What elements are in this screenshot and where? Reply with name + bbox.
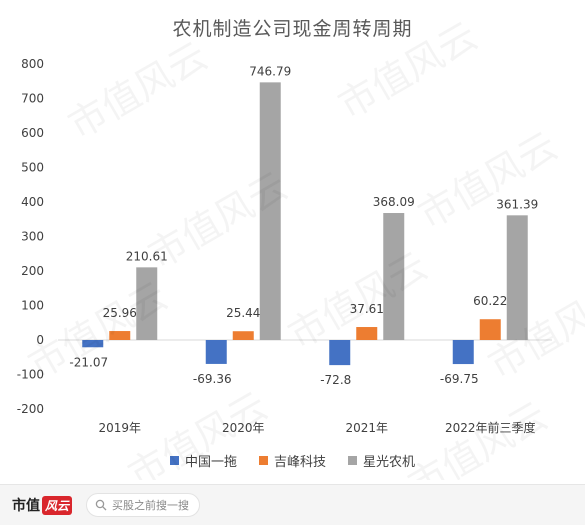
data-label: 60.22 <box>473 294 507 308</box>
y-tick-label: 800 <box>21 57 44 71</box>
bar-3-2 <box>259 82 281 340</box>
data-label: 368.09 <box>373 195 415 209</box>
legend-swatch <box>258 456 268 465</box>
legend: 中国一拖 吉峰科技 星光农机 <box>0 451 585 470</box>
bar-2-4 <box>479 319 501 340</box>
data-label: 25.44 <box>226 306 260 320</box>
bar-3-3 <box>383 213 405 340</box>
legend-label: 吉峰科技 <box>273 455 326 470</box>
y-tick-label: 200 <box>21 264 44 278</box>
legend-label: 星光农机 <box>363 455 416 470</box>
brand-mark: 风云 <box>42 495 73 515</box>
y-tick-label: 0 <box>36 333 44 347</box>
footer-bar: 市值 风云 买股之前搜一搜 <box>0 484 585 525</box>
chart-title: 农机制造公司现金周转周期 <box>172 18 413 40</box>
legend-label: 中国一拖 <box>184 455 237 470</box>
y-tick-label: 100 <box>21 299 44 313</box>
search-box[interactable]: 买股之前搜一搜 <box>86 493 201 517</box>
legend-item: 中国一拖 <box>169 451 237 470</box>
search-icon <box>95 499 107 511</box>
brand-logo[interactable]: 市值 风云 <box>12 495 73 515</box>
data-label: 210.61 <box>126 249 168 263</box>
bar-3-4 <box>506 215 528 340</box>
y-tick-label: 600 <box>21 126 44 140</box>
y-tick-label: 500 <box>21 161 44 175</box>
data-label: 37.61 <box>350 302 384 316</box>
data-label: -72.8 <box>320 373 351 387</box>
data-label: -21.07 <box>69 355 108 369</box>
y-tick-label: -100 <box>17 368 44 382</box>
y-tick-label: 400 <box>21 195 44 209</box>
data-label: -69.75 <box>440 372 479 386</box>
y-tick-label: -200 <box>17 402 44 416</box>
legend-item: 吉峰科技 <box>258 451 326 470</box>
bar-2-3 <box>356 327 378 340</box>
y-tick-label: 700 <box>21 92 44 106</box>
data-label: 361.39 <box>496 197 538 211</box>
y-tick-label: 300 <box>21 230 44 244</box>
search-placeholder: 买股之前搜一搜 <box>112 499 190 512</box>
chart-card: 农机制造公司现金周转周期 -200 -100 0 100 200 300 400 500 600… <box>0 13 585 480</box>
bar-2-2 <box>232 331 254 340</box>
data-label: 25.96 <box>103 306 137 320</box>
x-tick-label: 2020年 <box>222 421 265 435</box>
bar-chart: -200 -100 0 100 200 300 400 500 600 700 800 -21.07 2… <box>17 57 552 435</box>
x-tick-label: 2022年前三季度 <box>445 420 536 435</box>
bar-2-1 <box>109 331 131 340</box>
legend-swatch <box>348 456 357 465</box>
data-label: -69.36 <box>193 372 232 386</box>
bar-1-4 <box>452 340 474 365</box>
bar-3-1 <box>136 267 158 340</box>
x-tick-label: 2021年 <box>345 421 388 435</box>
x-tick-label: 2019年 <box>98 421 141 435</box>
brand-text: 市值 <box>12 498 40 514</box>
bar-1-3 <box>329 340 351 366</box>
bar-1-2 <box>205 340 227 364</box>
legend-swatch <box>169 456 179 465</box>
bar-1-1 <box>82 340 104 348</box>
legend-item: 星光农机 <box>348 451 415 470</box>
data-label: 746.79 <box>249 64 291 78</box>
